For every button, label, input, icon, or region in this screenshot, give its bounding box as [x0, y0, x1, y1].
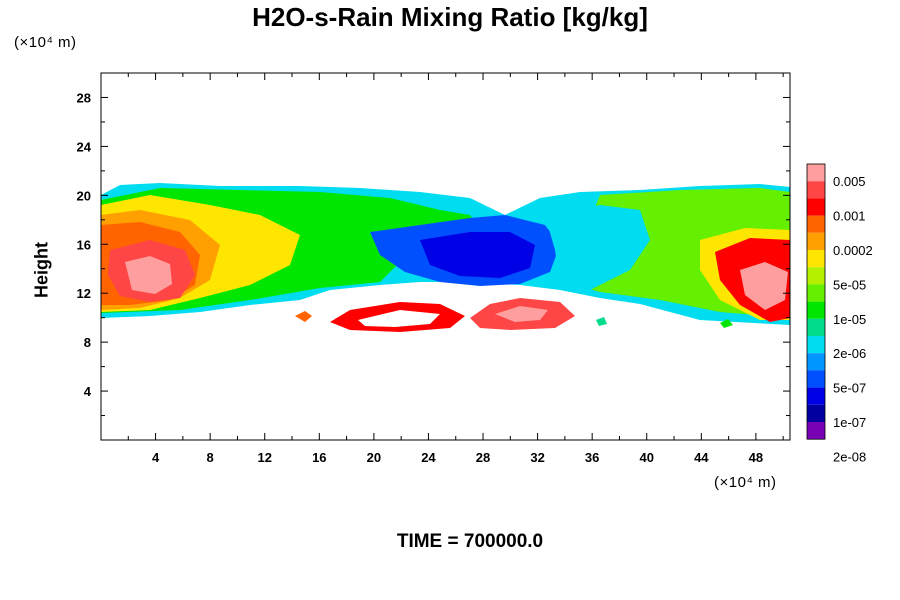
- colorbar-label: 0.001: [833, 209, 866, 224]
- colorbar-frame: [806, 163, 826, 440]
- colorbar-swatch: [807, 370, 825, 388]
- chart-title: H2O-s-Rain Mixing Ratio [kg/kg]: [252, 2, 648, 32]
- field-center-darkblue: [420, 232, 535, 278]
- colorbar-swatch: [807, 250, 825, 268]
- y-tick-label: 12: [77, 286, 91, 301]
- x-tick-label: 36: [585, 450, 599, 465]
- x-tick-label: 12: [257, 450, 271, 465]
- colorbar-label: 2e-06: [833, 346, 866, 361]
- x-tick-label: 44: [694, 450, 709, 465]
- y-tick-label: 24: [77, 139, 92, 154]
- x-tick-label: 16: [312, 450, 326, 465]
- field-lower-blob-a: [295, 311, 312, 322]
- x-axis: 4 8 12 16 20 24 28 32 36 40 44 48: [127, 73, 784, 465]
- colorbar-legend: 0.005 0.001 0.0002 5e-05 1e-05 2e-06 5e-07 1e-0…: [806, 163, 873, 464]
- colorbar-label: 1e-05: [833, 312, 866, 327]
- x-tick-label: 20: [367, 450, 381, 465]
- colorbar-label: 0.0002: [833, 243, 873, 258]
- field-lower-blob-b: [596, 317, 607, 326]
- colorbar-swatch: [807, 164, 825, 182]
- colorbar-label: 1e-07: [833, 415, 866, 430]
- x-tick-label: 48: [749, 450, 763, 465]
- colorbar-label: 5e-05: [833, 277, 866, 292]
- y-tick-label: 8: [84, 335, 91, 350]
- colorbar-swatch: [807, 181, 825, 199]
- x-tick-label: 32: [530, 450, 544, 465]
- colorbar-label: 5e-07: [833, 381, 866, 396]
- x-tick-label: 28: [476, 450, 490, 465]
- colorbar-swatch: [807, 301, 825, 319]
- time-footer: TIME = 700000.0: [396, 531, 544, 552]
- colorbar-swatch: [807, 353, 825, 371]
- colorbar-swatch: [807, 387, 825, 405]
- field-lower-lens-right-inner: [495, 306, 548, 322]
- rain-mixing-ratio-field: [101, 183, 790, 332]
- colorbar-swatch: [807, 404, 825, 422]
- field-lower-lens-left-inner: [358, 310, 440, 327]
- colorbar-swatch: [807, 422, 825, 440]
- y-tick-label: 4: [84, 384, 92, 399]
- colorbar-swatch: [807, 215, 825, 233]
- y-axis-unit: (×10⁴ m): [14, 34, 77, 51]
- field-core-right-inner: [740, 262, 788, 310]
- colorbar-swatch: [807, 336, 825, 354]
- y-tick-label: 28: [77, 90, 91, 105]
- x-tick-label: 8: [207, 450, 214, 465]
- field-lower-blob-c: [720, 319, 733, 328]
- colorbar-swatch: [807, 232, 825, 250]
- y-axis: 4 8 12 16 20 24 28: [77, 90, 790, 417]
- x-tick-label: 40: [640, 450, 654, 465]
- colorbar-swatch: [807, 284, 825, 302]
- colorbar-label: 0.005: [833, 174, 866, 189]
- plot-frame: [100, 72, 791, 441]
- y-tick-label: 20: [77, 188, 91, 203]
- colorbar-swatch: [807, 198, 825, 216]
- x-tick-label: 24: [421, 450, 436, 465]
- colorbar-swatch: [807, 267, 825, 285]
- x-axis-unit: (×10⁴ m): [714, 474, 777, 491]
- x-tick-label: 4: [152, 450, 160, 465]
- field-core-left-inner: [125, 256, 172, 294]
- field-center-cyan-right: [545, 205, 650, 290]
- colorbar-label: 2e-08: [833, 449, 866, 464]
- colorbar-swatch: [807, 318, 825, 336]
- y-tick-label: 16: [77, 237, 91, 252]
